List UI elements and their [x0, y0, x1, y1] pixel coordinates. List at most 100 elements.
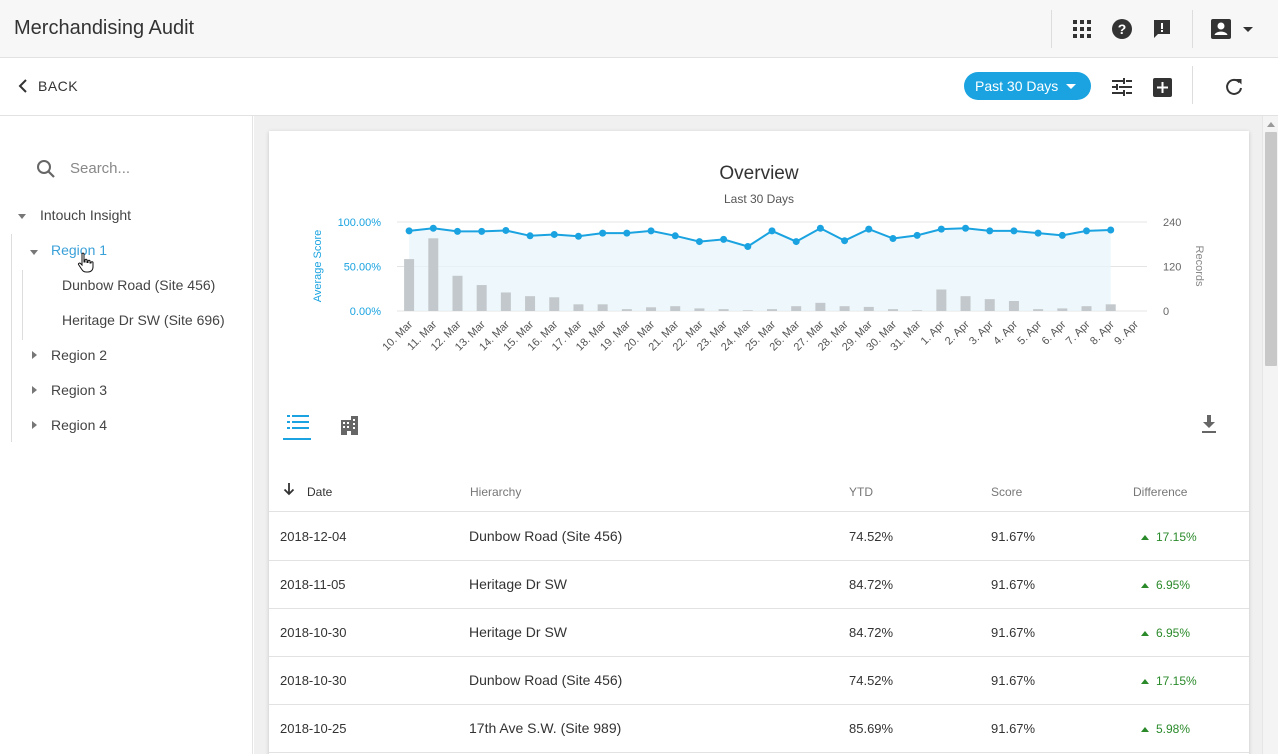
- column-header-ytd[interactable]: YTD: [849, 485, 873, 499]
- score-point: [1107, 226, 1115, 234]
- account-menu[interactable]: [1210, 16, 1256, 42]
- cell-score: 91.67%: [991, 529, 1036, 544]
- y2-axis-label: Records: [1193, 246, 1205, 287]
- tree-item-region-3[interactable]: Region 3: [51, 382, 108, 398]
- score-point: [550, 230, 558, 238]
- records-bar: [912, 310, 923, 311]
- score-point: [1058, 231, 1066, 239]
- column-header-date[interactable]: Date: [307, 485, 333, 499]
- score-point: [1083, 227, 1091, 235]
- apps-grid-icon[interactable]: [1070, 17, 1094, 41]
- list-view-icon[interactable]: [287, 414, 309, 435]
- records-bar: [742, 310, 753, 311]
- y2-tick-label: 0: [1163, 306, 1169, 318]
- date-range-dropdown[interactable]: Past 30 Days: [964, 72, 1091, 100]
- back-button[interactable]: BACK: [18, 78, 78, 94]
- cell-hierarchy: 17th Ave S.W. (Site 989): [469, 720, 622, 736]
- expand-toggle-icon[interactable]: [32, 351, 37, 359]
- score-point: [913, 231, 921, 239]
- score-point: [720, 235, 728, 243]
- table-row[interactable]: 2018-10-30 Heritage Dr SW 84.72% 91.67% 6.95…: [269, 609, 1249, 657]
- records-bar: [621, 309, 632, 311]
- score-area: [409, 228, 1111, 311]
- cell-ytd: 84.72%: [849, 577, 894, 592]
- chart-subtitle: Last 30 Days: [723, 192, 795, 206]
- chevron-left-icon: [18, 79, 27, 93]
- cell-date: 2018-10-25: [280, 721, 347, 736]
- tree-item-site[interactable]: Heritage Dr SW (Site 696): [62, 312, 225, 328]
- cell-hierarchy: Dunbow Road (Site 456): [469, 672, 623, 688]
- help-icon[interactable]: ?: [1110, 17, 1134, 41]
- search-input[interactable]: [70, 157, 230, 179]
- main-content: Overview Last 30 Days 100.00% 50.00% 0.00%…: [254, 116, 1262, 754]
- filter-icon[interactable]: [1111, 76, 1133, 98]
- overview-card: Overview Last 30 Days 100.00% 50.00% 0.00%…: [269, 131, 1249, 754]
- tree-item-site[interactable]: Dunbow Road (Site 456): [62, 277, 216, 293]
- add-icon[interactable]: [1151, 76, 1173, 98]
- cell-score: 91.67%: [991, 673, 1036, 688]
- refresh-icon[interactable]: [1223, 76, 1245, 98]
- expand-toggle-icon[interactable]: [32, 421, 37, 429]
- records-bar: [1033, 309, 1044, 311]
- records-bar: [863, 306, 874, 311]
- score-point: [986, 227, 994, 235]
- tree-guide: [22, 270, 23, 340]
- cell-score: 91.67%: [991, 577, 1036, 592]
- difference-value: 6.95%: [1156, 626, 1191, 640]
- scroll-thumb[interactable]: [1265, 132, 1277, 366]
- active-view-indicator: [283, 438, 311, 440]
- records-bar: [936, 289, 947, 311]
- y-tick-label: 0.00%: [350, 306, 381, 318]
- score-point: [671, 232, 679, 240]
- sort-desc-icon[interactable]: [283, 482, 295, 496]
- score-point: [453, 227, 461, 235]
- records-bar: [960, 296, 971, 311]
- records-bar: [815, 302, 826, 311]
- cell-hierarchy: Heritage Dr SW: [469, 576, 568, 592]
- score-point: [574, 232, 582, 240]
- cell-ytd: 74.52%: [849, 529, 894, 544]
- hierarchy-sidebar: Intouch Insight Region 1 Dunbow Road (Si…: [0, 116, 253, 754]
- table-row[interactable]: 2018-11-05 Heritage Dr SW 84.72% 91.67% 6.95…: [269, 561, 1249, 609]
- records-bar: [718, 309, 729, 311]
- tree-item-root[interactable]: Intouch Insight: [40, 207, 132, 223]
- expand-toggle-icon[interactable]: [18, 214, 26, 219]
- expand-toggle-icon[interactable]: [30, 250, 38, 255]
- cell-date: 2018-11-05: [280, 577, 346, 592]
- tree-item-region-4[interactable]: Region 4: [51, 417, 108, 433]
- records-bar: [452, 275, 463, 311]
- score-point: [429, 224, 437, 232]
- building-view-icon[interactable]: [340, 416, 359, 440]
- table-row[interactable]: 2018-12-04 Dunbow Road (Site 456) 74.52% 91…: [269, 513, 1249, 561]
- score-point: [841, 237, 849, 245]
- difference-value: 5.98%: [1156, 722, 1191, 736]
- records-bar: [404, 259, 415, 311]
- records-bar: [646, 307, 657, 311]
- tree-item-region-2[interactable]: Region 2: [51, 347, 108, 363]
- score-point: [937, 225, 945, 233]
- records-bar: [549, 297, 560, 311]
- search-icon: [37, 160, 55, 178]
- score-point: [865, 225, 873, 233]
- app-header: Merchandising Audit ?: [0, 0, 1278, 58]
- score-point: [889, 234, 897, 242]
- hand-cursor-icon: [77, 252, 94, 273]
- scroll-up-arrow-icon[interactable]: [1267, 122, 1275, 127]
- vertical-scrollbar[interactable]: [1262, 116, 1278, 754]
- tree-item-region-1[interactable]: Region 1: [51, 242, 108, 258]
- column-header-difference[interactable]: Difference: [1133, 485, 1188, 499]
- expand-toggle-icon[interactable]: [32, 386, 37, 394]
- y-axis-label: Average Score: [312, 230, 324, 303]
- table-row[interactable]: 2018-10-30 Dunbow Road (Site 456) 74.52% 91…: [269, 657, 1249, 705]
- x-tick-label: 2. Apr: [943, 318, 972, 347]
- score-point: [816, 224, 824, 232]
- score-point: [1034, 229, 1042, 237]
- table-row[interactable]: 2018-10-25 17th Ave S.W. (Site 989) 85.69%…: [269, 705, 1249, 753]
- column-header-hierarchy[interactable]: Hierarchy: [470, 485, 522, 499]
- feedback-icon[interactable]: [1150, 17, 1174, 41]
- download-icon[interactable]: [1201, 415, 1217, 440]
- svg-text:?: ?: [1118, 21, 1127, 37]
- x-tick-label: 8. Apr: [1088, 318, 1117, 347]
- difference-value: 17.15%: [1156, 674, 1197, 688]
- column-header-score[interactable]: Score: [991, 485, 1023, 499]
